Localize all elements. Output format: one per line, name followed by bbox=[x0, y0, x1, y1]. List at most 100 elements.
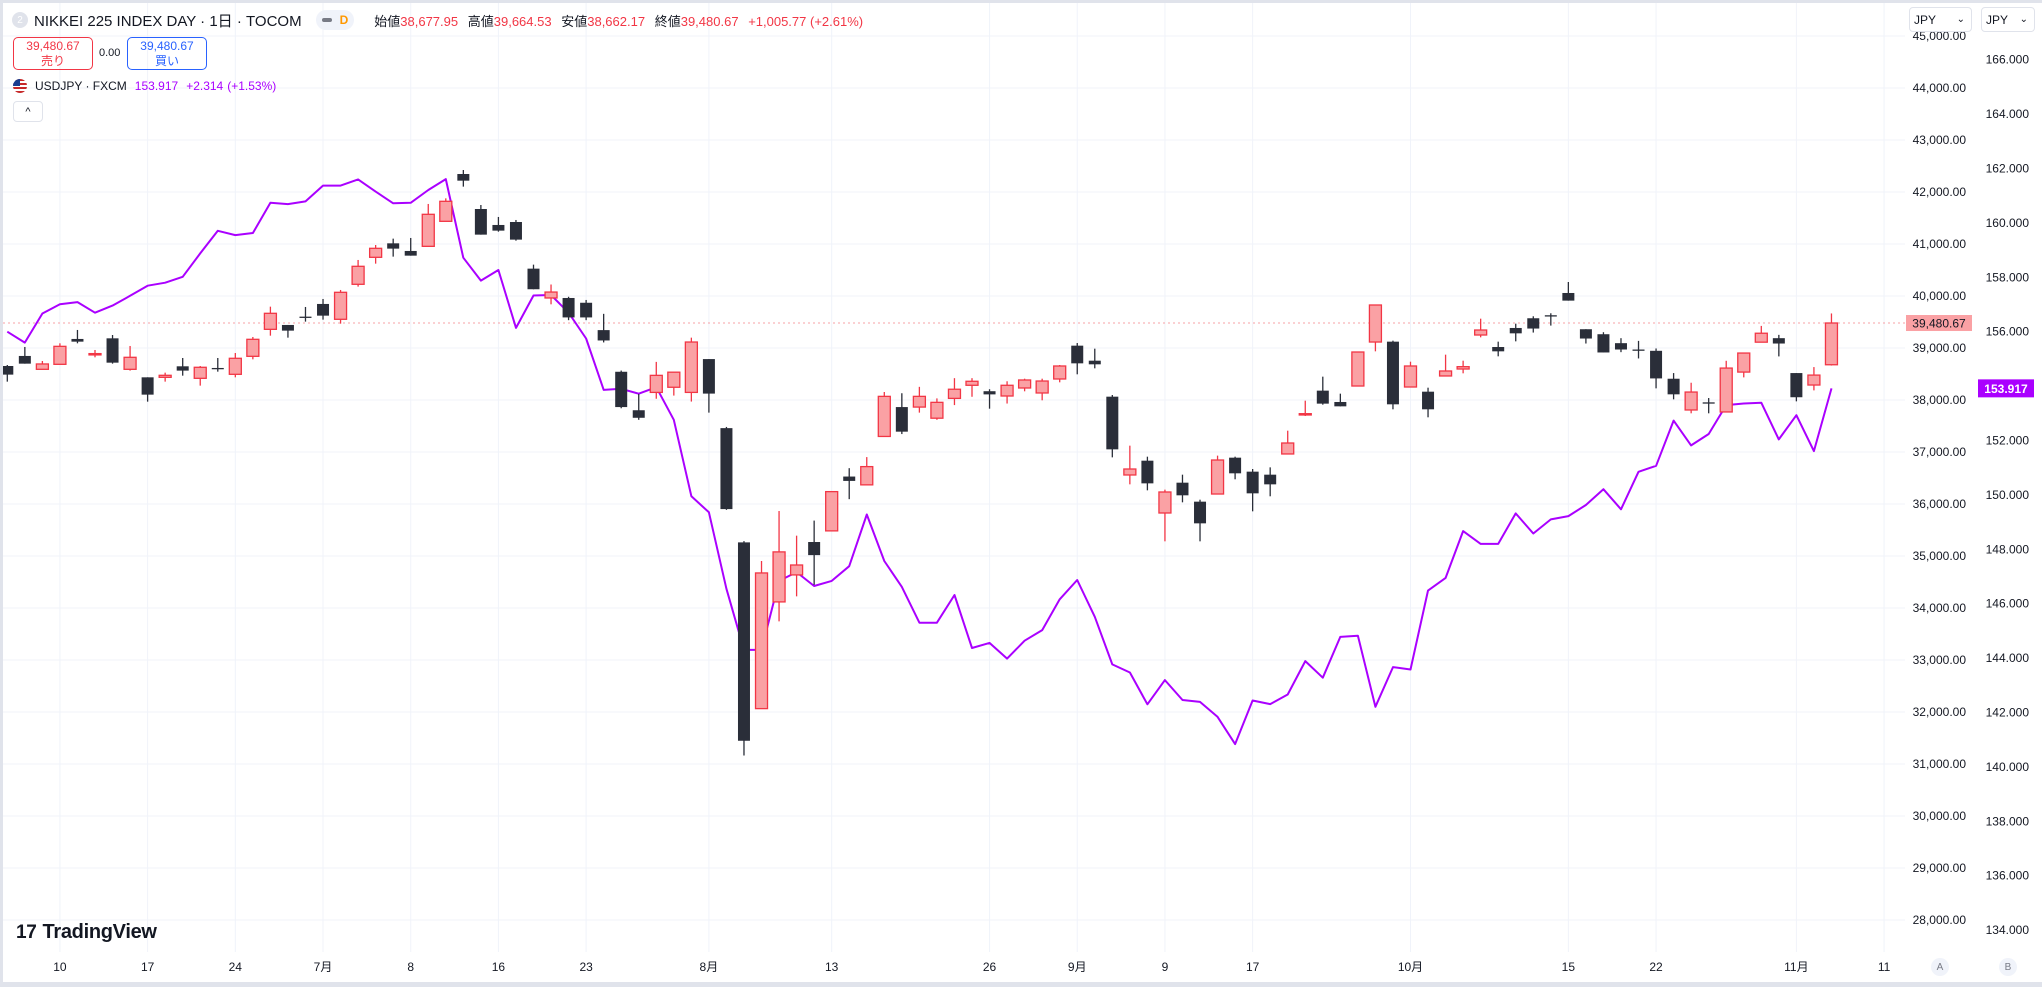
left-border bbox=[0, 0, 3, 987]
right-axis-currency-select[interactable]: JPY ⌄ bbox=[1981, 7, 2035, 32]
left-axis-tick-label: 30,000.00 bbox=[1913, 809, 1967, 823]
candle-body-down bbox=[1562, 292, 1575, 301]
candle-body-up bbox=[649, 374, 663, 394]
candle-body-up bbox=[877, 395, 891, 438]
candle-body-up bbox=[1456, 366, 1470, 370]
candle-body-down bbox=[1509, 327, 1522, 334]
auto-scale-button[interactable]: A bbox=[1931, 958, 1949, 976]
candle bbox=[1492, 341, 1505, 357]
candle-body-up bbox=[789, 564, 804, 576]
time-axis-tick-label: 11 bbox=[1878, 960, 1891, 974]
candle-body-up bbox=[263, 312, 278, 330]
overlay-symbol: USDJPY · FXCM bbox=[35, 79, 127, 93]
candle-body-up bbox=[860, 465, 874, 486]
candle-body-down bbox=[1650, 350, 1663, 379]
candle-body-up bbox=[1368, 304, 1383, 343]
candle bbox=[1790, 373, 1803, 402]
left-axis-tick-label: 37,000.00 bbox=[1913, 445, 1967, 459]
candle-body-up bbox=[1210, 459, 1225, 495]
candle-body-down bbox=[1176, 482, 1189, 496]
right-axis-tick-label: 136.000 bbox=[1986, 869, 2030, 883]
candle-body-up bbox=[544, 291, 558, 299]
time-axis[interactable]: 10 17 24 7月 8 16 23 8月 13 26 9月 9 17 10月 15 22 11月 11 bbox=[53, 960, 1890, 974]
candle bbox=[720, 426, 733, 510]
buy-button[interactable]: 39,480.67 買い bbox=[127, 37, 207, 70]
time-axis-tick-label: 17 bbox=[141, 960, 155, 974]
candle-body-up bbox=[1123, 468, 1137, 476]
candle-body-up bbox=[1754, 332, 1768, 343]
candle bbox=[1106, 395, 1119, 458]
time-axis-tick-label: 9 bbox=[1162, 960, 1169, 974]
left-price-axis[interactable]: 45,000.00 44,000.00 43,000.00 42,000.00 41,0… bbox=[1913, 29, 1967, 927]
chevron-up-icon: ^ bbox=[25, 105, 31, 118]
time-axis-tick-label: 17 bbox=[1246, 960, 1260, 974]
candle bbox=[615, 370, 628, 409]
candle bbox=[1403, 361, 1418, 388]
candle bbox=[1264, 467, 1277, 497]
candle-body-down bbox=[580, 302, 593, 318]
candle bbox=[1298, 400, 1312, 417]
candle bbox=[1667, 373, 1680, 400]
candle bbox=[947, 378, 962, 406]
candle-body-up bbox=[1474, 329, 1488, 336]
scale-button-b[interactable]: B bbox=[1999, 958, 2017, 976]
collapse-legend-button[interactable]: ^ bbox=[13, 101, 43, 122]
candle bbox=[702, 359, 715, 413]
candle-body-up bbox=[1053, 365, 1067, 380]
symbol-title[interactable]: NIKKEI 225 INDEX DAY · 1日 · TOCOM bbox=[34, 12, 302, 30]
right-axis-tick-label: 148.000 bbox=[1986, 542, 2030, 556]
candle bbox=[1334, 393, 1347, 407]
candle-body-down bbox=[141, 377, 154, 395]
high-value: 39,664.53 bbox=[493, 13, 552, 29]
time-axis-tick-label: 24 bbox=[229, 960, 243, 974]
right-axis-tick-label: 138.000 bbox=[1986, 814, 2030, 828]
candle bbox=[1527, 316, 1540, 333]
candle-body-down bbox=[808, 542, 821, 556]
candle bbox=[457, 170, 470, 187]
candle bbox=[1351, 351, 1365, 387]
candle bbox=[1368, 304, 1383, 352]
tradingview-logo[interactable]: 17 TradingView bbox=[16, 921, 157, 944]
right-axis-tick-label: 158.000 bbox=[1986, 270, 2030, 284]
left-axis-currency-select[interactable]: JPY ⌄ bbox=[1909, 7, 1972, 32]
candle bbox=[1210, 455, 1225, 495]
sell-button[interactable]: 39,480.67 売り bbox=[13, 37, 93, 70]
candle bbox=[1562, 282, 1575, 301]
candle bbox=[1141, 456, 1154, 491]
candle-body-down bbox=[615, 371, 628, 408]
usdjpy-line bbox=[6, 178, 1833, 746]
right-axis-tick-label: 140.000 bbox=[1986, 760, 2030, 774]
time-axis-tick-label: 11月 bbox=[1784, 960, 1808, 974]
candle bbox=[158, 372, 172, 382]
left-axis-tick-label: 38,000.00 bbox=[1913, 393, 1967, 407]
candle bbox=[1824, 313, 1839, 366]
candle-body-down bbox=[1579, 329, 1592, 339]
market-status-pill[interactable]: D bbox=[315, 10, 355, 30]
symbol-legend[interactable]: 2 NIKKEI 225 INDEX DAY · 1日 · TOCOM D 始値… bbox=[12, 9, 863, 31]
candle bbox=[1509, 323, 1522, 342]
candle bbox=[35, 361, 50, 370]
candle bbox=[141, 377, 154, 402]
candle-body-down bbox=[1316, 390, 1329, 404]
candle-body-up bbox=[368, 247, 383, 258]
right-price-axis[interactable]: 166.000 164.000 162.000 160.000 158.000 156.0… bbox=[1986, 53, 2030, 937]
overlay-legend[interactable]: USDJPY · FXCM 153.917 +2.314 (+1.53%) bbox=[13, 79, 276, 93]
overlay-change: +2.314 bbox=[186, 79, 224, 93]
candle-body-down bbox=[1597, 334, 1610, 353]
candle-body-down bbox=[1702, 402, 1715, 404]
candle-body-down bbox=[509, 222, 522, 240]
left-axis-tick-label: 42,000.00 bbox=[1913, 185, 1967, 199]
candle-body-down bbox=[1527, 318, 1540, 329]
candle bbox=[808, 520, 821, 585]
candle bbox=[317, 298, 330, 320]
candle-body-up bbox=[1035, 380, 1049, 394]
candle-body-down bbox=[895, 407, 908, 432]
candle-body-down bbox=[457, 174, 470, 181]
candle-body-down bbox=[176, 366, 189, 371]
currency-value: JPY bbox=[1914, 12, 1937, 27]
tradingview-logo-icon: 17 bbox=[16, 921, 37, 943]
candle bbox=[1035, 378, 1049, 401]
overlay-change-pct: (+1.53%) bbox=[227, 79, 277, 93]
candle bbox=[1456, 360, 1470, 374]
